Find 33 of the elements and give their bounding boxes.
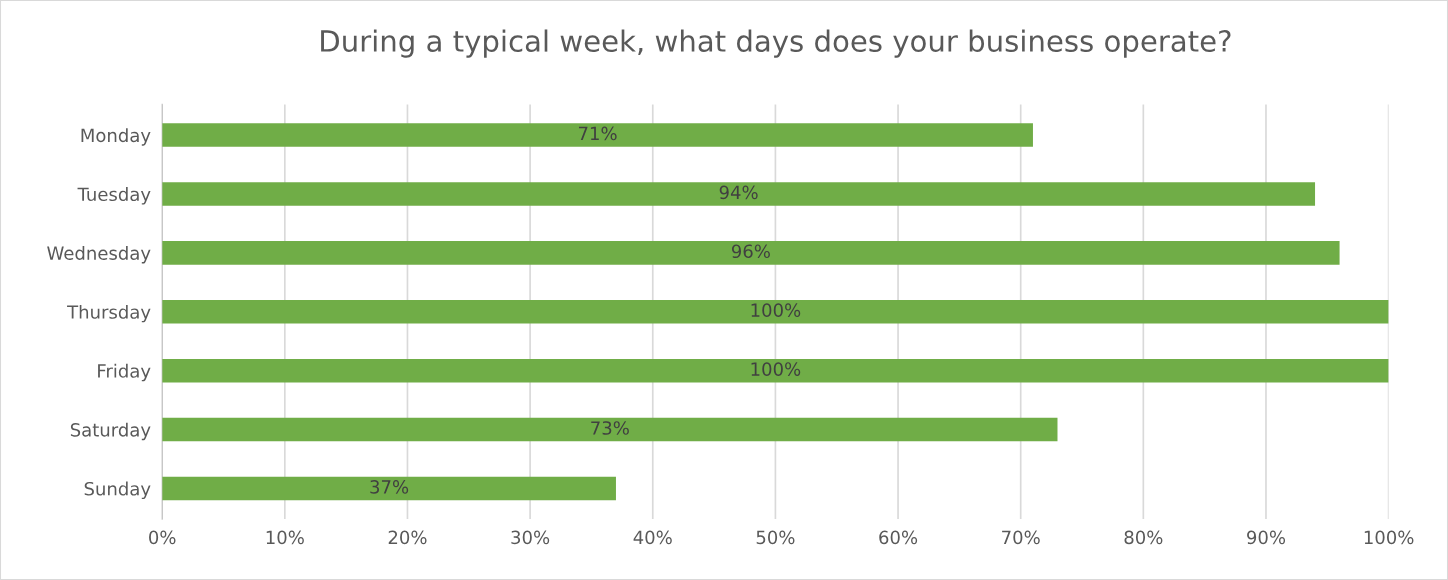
bar (162, 417, 1058, 442)
x-tick-label: 20% (388, 530, 427, 545)
data-label: 73% (591, 421, 629, 435)
bar (162, 299, 1389, 324)
x-tick-label: 40% (633, 530, 672, 545)
x-tick-label: 50% (756, 530, 795, 545)
x-tick-label: 100% (1364, 530, 1414, 545)
y-tick-label: Thursday (67, 304, 151, 323)
bar (162, 476, 616, 501)
y-tick-label: Monday (81, 128, 151, 146)
y-tick-label: Wednesday (47, 245, 151, 264)
bar (162, 123, 1033, 147)
y-tick-label: Tuesday (77, 187, 151, 205)
x-tick-label: 30% (511, 530, 550, 545)
data-label: 100% (751, 303, 801, 317)
data-label: 96% (731, 244, 770, 259)
bar (162, 241, 1340, 265)
x-tick-label: 90% (1247, 530, 1286, 545)
x-tick-label: 80% (1124, 530, 1163, 545)
data-label: 71% (578, 126, 617, 141)
x-tick-label: 70% (1002, 530, 1040, 545)
y-tick-label: Saturday (70, 422, 151, 441)
x-tick-label: 0% (149, 530, 176, 545)
bar (162, 182, 1316, 206)
y-tick-label: Sunday (84, 481, 151, 500)
y-tick-label: Friday (98, 363, 151, 382)
data-label: 100% (751, 362, 801, 376)
data-label: 37% (370, 480, 409, 494)
bar (162, 358, 1389, 383)
chart-title: During a typical week, what days does your business operate? (321, 29, 1231, 58)
x-tick-label: 60% (879, 530, 918, 545)
data-label: 94% (719, 185, 758, 200)
x-tick-label: 10% (266, 530, 304, 545)
